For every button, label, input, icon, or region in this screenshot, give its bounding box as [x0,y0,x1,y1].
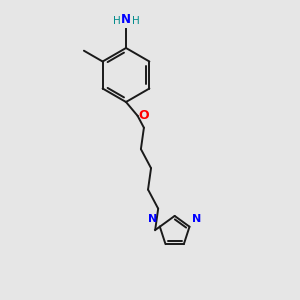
Text: N: N [148,214,158,224]
Text: H: H [112,16,120,26]
Text: O: O [139,109,149,122]
Text: N: N [121,13,131,26]
Text: H: H [132,16,140,26]
Text: N: N [192,214,201,224]
